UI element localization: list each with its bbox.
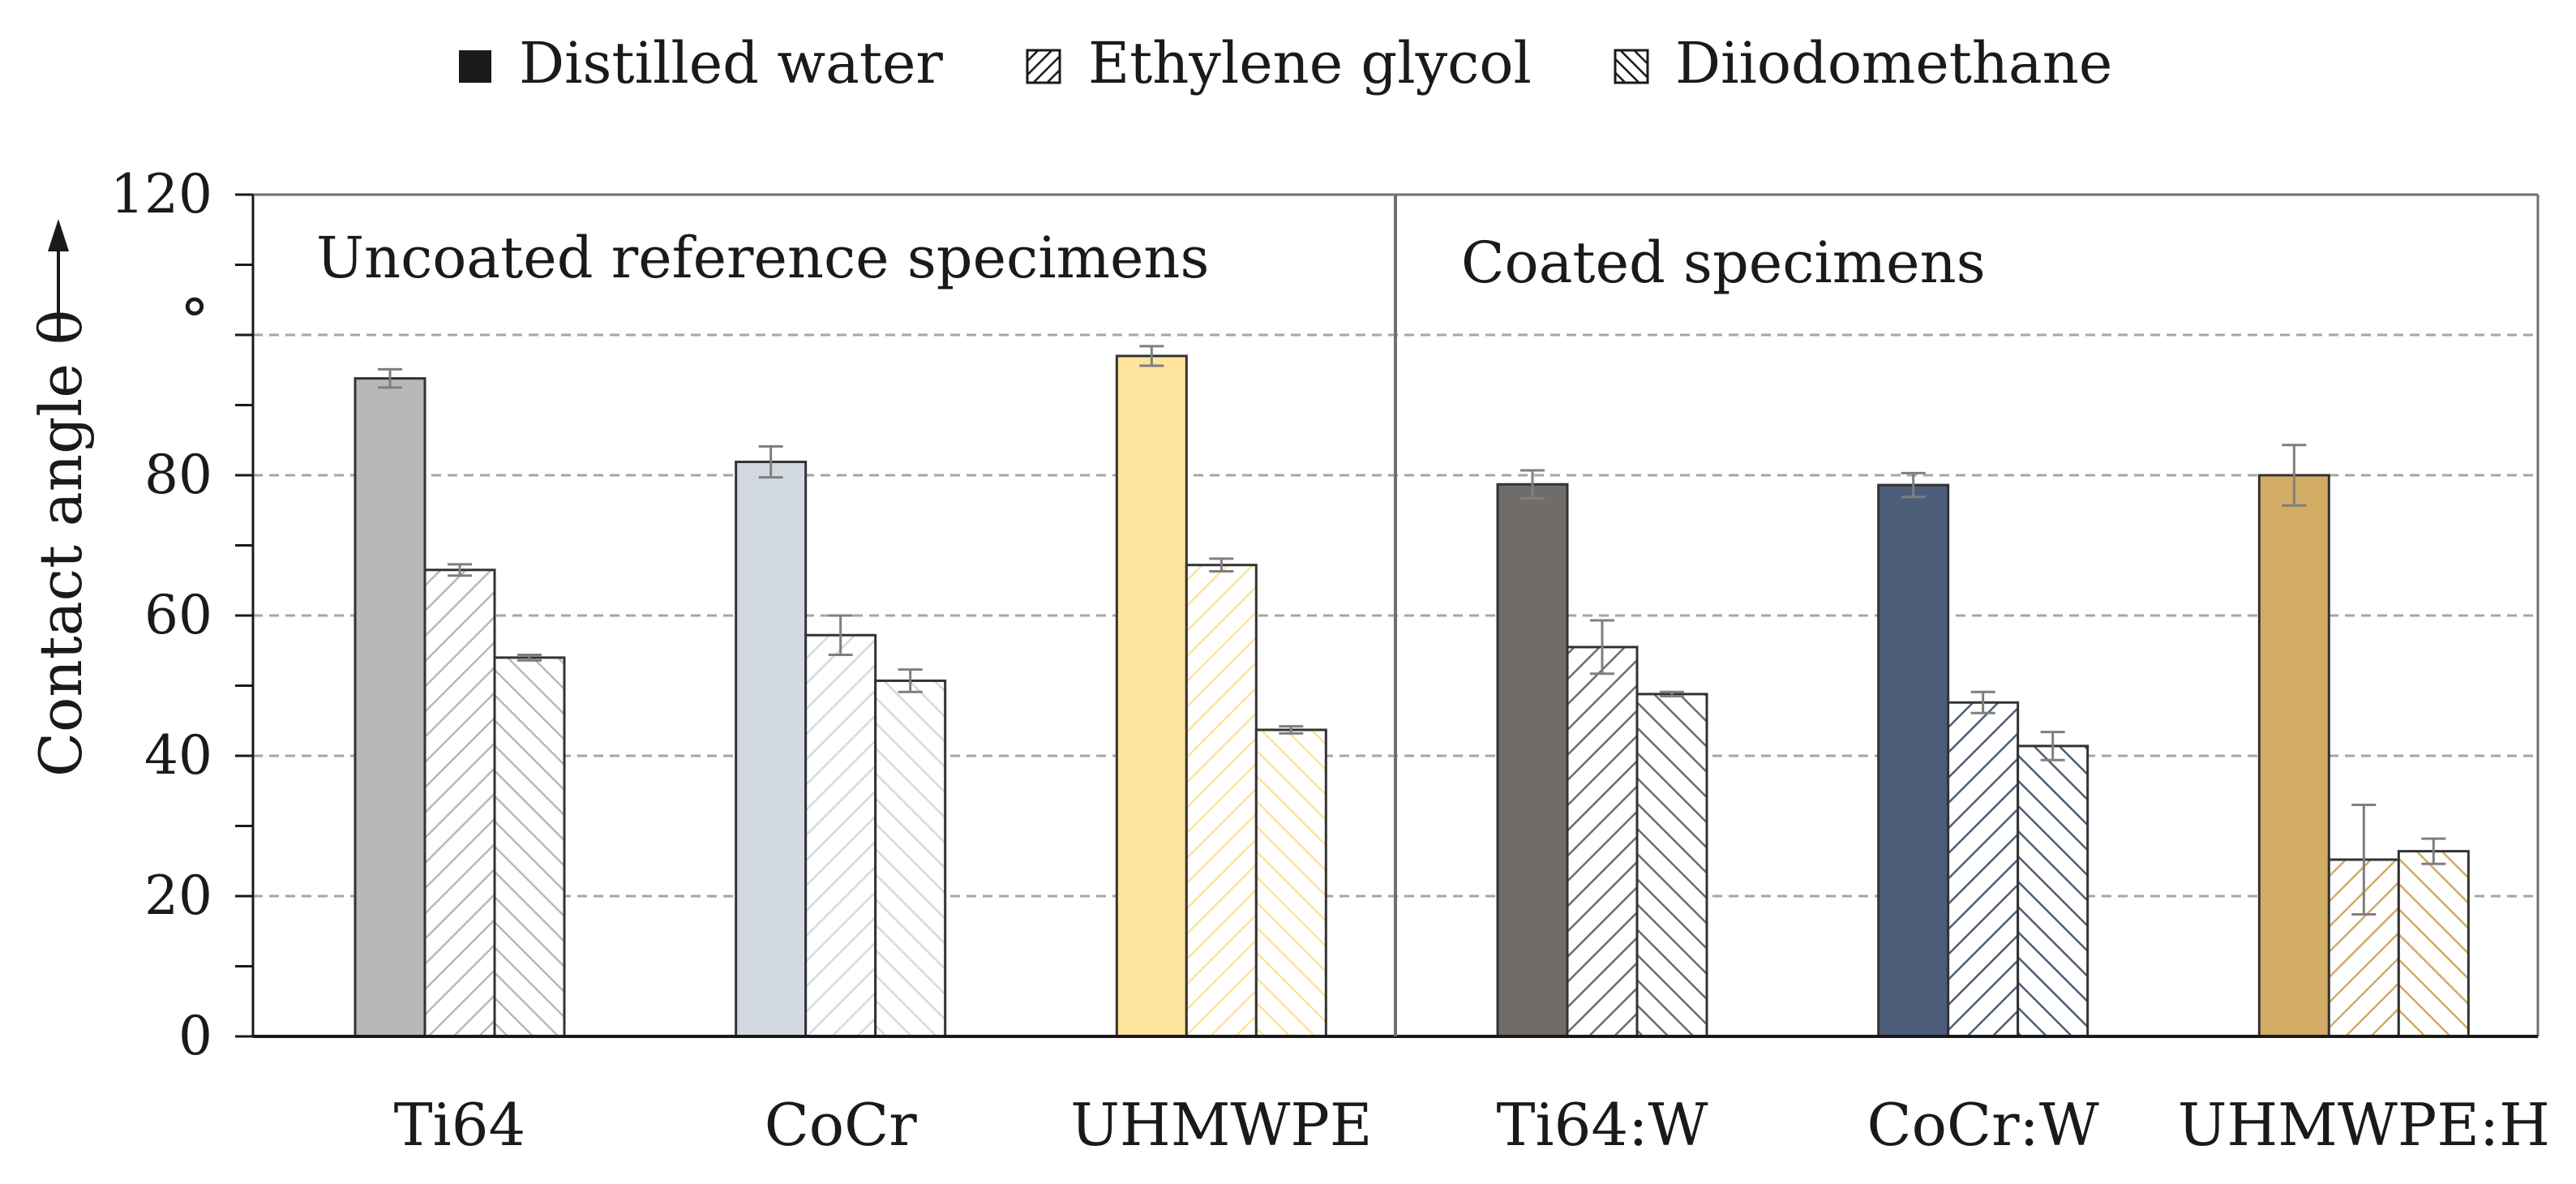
error-bar-cocr-w-distilled-water [1901, 471, 1926, 499]
legend-label-distilled-water: Distilled water [519, 30, 943, 97]
error-bar-ti64-ethylene-glycol [448, 563, 472, 577]
bar-uhmwpe-distilled-water [1115, 354, 1188, 1038]
error-bar-uhmwpe-h-distilled-water [2282, 444, 2307, 507]
legend-swatch-ethylene-glycol [1026, 49, 1061, 84]
category-label-uhmwpe-h: UHMWPE:H [2178, 1091, 2550, 1159]
bar-ti64-ethylene-glycol [423, 568, 496, 1038]
category-label-ti64: Ti64 [394, 1091, 526, 1159]
bar-cocr-ethylene-glycol [804, 633, 877, 1038]
category-label-uhmwpe: UHMWPE [1070, 1091, 1372, 1159]
x-axis-categories: Ti64 CoCr UHMWPE Ti64:W CoCr:W UHMWPE:H [394, 1091, 2550, 1159]
bar-cocr-w-ethylene-glycol [1947, 701, 2020, 1038]
bar-cocr-w-distilled-water [1877, 483, 1950, 1038]
error-bar-uhmwpe-h-diiodomethane [2421, 837, 2446, 865]
y-axis-ticks: 0 20 40 60 80 120 [110, 163, 253, 1067]
y-axis-title: Contact angle θ ° [27, 219, 209, 777]
legend-label-diiodomethane: Diiodomethane [1675, 30, 2112, 97]
bar-ti64-w-ethylene-glycol [1566, 646, 1639, 1038]
bar-cocr-distilled-water [735, 461, 808, 1038]
bar-uhmwpe-diiodomethane [1254, 728, 1327, 1038]
error-bar-ti64-diiodomethane [517, 653, 542, 662]
y-tick-label-120: 120 [110, 163, 212, 225]
bar-uhmwpe-h-distilled-water [2257, 474, 2330, 1038]
category-label-ti64-w: Ti64:W [1497, 1091, 1708, 1159]
bar-uhmwpe-ethylene-glycol [1185, 564, 1258, 1038]
y-tick-label-20: 20 [144, 864, 212, 927]
error-bars [378, 345, 2446, 916]
error-bar-uhmwpe-h-ethylene-glycol [2351, 804, 2377, 916]
annotation-uncoated: Uncoated reference specimens [316, 225, 1209, 291]
bar-cocr-diiodomethane [874, 679, 947, 1038]
error-bar-uhmwpe-distilled-water [1139, 345, 1164, 367]
error-bar-cocr-diiodomethane [898, 668, 923, 693]
bar-ti64-diiodomethane [493, 656, 566, 1038]
error-bar-cocr-w-diiodomethane [2040, 731, 2065, 761]
legend-swatch-diiodomethane [1614, 49, 1649, 84]
legend-label-ethylene-glycol: Ethylene glycol [1088, 30, 1532, 97]
category-label-cocr-w: CoCr:W [1867, 1091, 2099, 1159]
error-bar-cocr-distilled-water [758, 445, 783, 479]
y-axis-arrow-head-icon [48, 219, 69, 251]
bar-ti64-w-diiodomethane [1635, 693, 1708, 1038]
legend: Distilled water Ethylene glycol Diiodome… [459, 30, 2112, 97]
plot-frame [251, 193, 2540, 1038]
category-label-cocr: CoCr [765, 1091, 918, 1159]
error-bar-uhmwpe-ethylene-glycol [1209, 557, 1234, 573]
legend-swatch-distilled-water [459, 50, 491, 83]
y-tick-label-80: 80 [144, 444, 212, 506]
error-bar-uhmwpe-diiodomethane [1279, 725, 1304, 735]
bar-ti64-distilled-water [354, 377, 426, 1038]
y-tick-label-0: 0 [178, 1005, 212, 1067]
bar-uhmwpe-h-diiodomethane [2397, 850, 2470, 1038]
bars [354, 354, 2470, 1038]
y-tick-label-40: 40 [144, 724, 212, 787]
bar-cocr-w-diiodomethane [2017, 744, 2090, 1038]
bar-ti64-w-distilled-water [1496, 483, 1569, 1038]
error-bar-ti64-distilled-water [378, 367, 402, 389]
error-bar-cocr-w-ethylene-glycol [1970, 690, 1995, 714]
y-tick-label-60: 60 [144, 584, 212, 646]
error-bar-ti64-w-diiodomethane [1660, 690, 1684, 697]
error-bar-ti64-w-distilled-water [1520, 469, 1545, 500]
error-bar-ti64-w-ethylene-glycol [1590, 619, 1614, 676]
y-axis-label: Contact angle θ [27, 310, 95, 777]
y-axis-unit: ° [180, 286, 209, 354]
annotation-coated: Coated specimens [1461, 230, 1986, 296]
error-bar-cocr-ethylene-glycol [828, 614, 853, 656]
